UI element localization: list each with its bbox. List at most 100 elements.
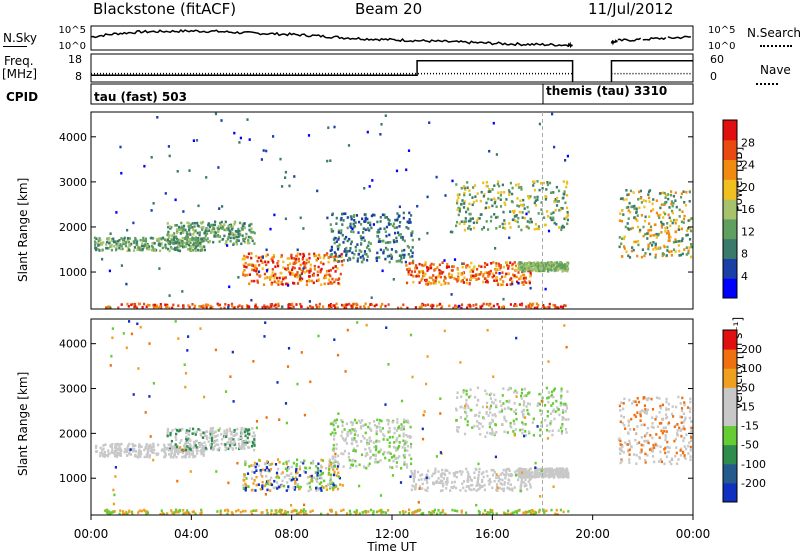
echo-cell [636,397,639,400]
echo-cell [332,449,335,453]
echo-cell [405,264,408,267]
echo-cell [432,510,435,514]
echo-cell [133,241,136,245]
echo-cell [284,276,287,279]
echo-cell [166,434,169,438]
echo-cell [672,248,676,251]
echo-cell [277,302,280,306]
echo-cell [158,267,161,270]
echo-cell [174,427,177,431]
echo-cell [130,332,133,336]
echo-cell [507,467,510,471]
echo-cell [673,425,676,429]
echo-cell [644,199,648,203]
echo-cell [552,218,555,222]
echo-cell [291,266,294,269]
echo-cell [201,220,205,224]
echo-cell [188,452,191,456]
echo-cell [403,253,406,257]
echo-cell [346,512,349,515]
echo-cell [650,397,653,401]
echo-cell [388,233,391,237]
echo-cell [504,512,507,515]
echo-cell [674,230,677,234]
echo-cell [174,320,177,323]
echo-cell [338,476,341,480]
echo-cell [643,439,646,443]
echo-cell [665,430,668,433]
echo-cell [503,191,506,194]
echo-cell [501,222,504,226]
echo-cell [185,439,189,442]
echo-cell [330,461,333,465]
echo-cell [536,306,539,309]
echo-cell [247,252,250,256]
echo-cell [554,472,557,476]
echo-cell [212,446,215,449]
echo-cell [530,220,533,224]
echo-cell [342,304,345,307]
echo-cell [564,269,567,273]
echo-cell [403,420,406,424]
echo-cell [281,305,284,308]
echo-cell [225,432,228,436]
echo-cell [486,401,489,405]
echo-cell [347,258,350,262]
echo-cell [378,422,381,425]
echo-cell [448,471,451,475]
echo-cell [339,218,342,222]
echo-cell [369,439,372,442]
echo-cell [560,467,563,471]
echo-cell [530,267,533,270]
echo-cell [267,479,270,483]
echo-cell [637,400,641,404]
echo-cell [671,211,674,215]
echo-cell [306,482,309,486]
echo-cell [364,218,367,221]
echo-cell [484,435,487,438]
echo-cell [473,265,476,268]
echo-cell [337,278,340,281]
echo-cell [457,272,460,275]
echo-cell [536,265,539,268]
echo-cell [282,462,285,465]
echo-cell [643,205,646,209]
echo-cell [120,237,123,240]
echo-cell [405,433,408,437]
echo-cell [520,471,524,474]
echo-cell [397,446,400,449]
echo-cell [246,273,249,277]
echo-cell [514,408,518,412]
echo-cell [312,272,315,276]
echo-cell [464,407,467,410]
echo-cell [269,478,272,482]
echo-cell [441,480,444,483]
echo-cell [245,477,248,480]
echo-cell [130,242,133,246]
echo-cell [202,453,205,456]
echo-cell [304,471,307,474]
echo-cell [555,185,558,189]
echo-cell [621,197,624,200]
echo-cell [244,461,247,464]
echo-cell [425,279,428,283]
echo-cell [671,204,674,208]
echo-cell [119,247,123,251]
echo-cell [400,236,403,239]
echo-cell [642,225,645,229]
echo-cell [334,459,337,462]
echo-cell [414,485,417,489]
echo-cell [266,276,269,279]
echo-cell [618,404,621,408]
echo-cell [662,211,665,214]
echo-cell [624,441,627,444]
echo-cell [112,488,115,492]
echo-cell [523,280,526,283]
echo-cell [329,478,332,481]
echo-cell [265,416,268,419]
echo-cell [659,206,662,210]
echo-cell [689,227,692,230]
echo-cell [636,254,639,258]
echo-cell [556,268,559,272]
echo-cell [683,401,686,404]
